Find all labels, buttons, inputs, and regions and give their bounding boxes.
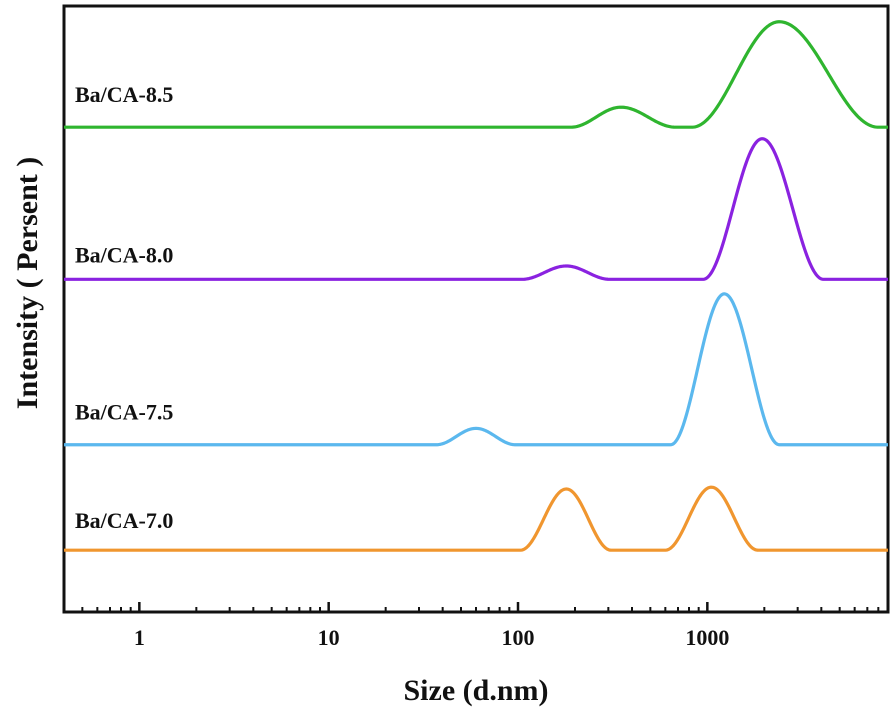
x-tick-label: 1 bbox=[134, 625, 145, 650]
series-line-ba-ca-7-0 bbox=[63, 485, 889, 552]
series-label: Ba/CA-7.5 bbox=[75, 400, 173, 425]
series-line-ba-ca-8-5 bbox=[63, 20, 889, 129]
y-axis-title: Intensity ( Persent ) bbox=[11, 157, 44, 409]
plot-frame bbox=[62, 4, 890, 614]
series-line-ba-ca-8-0 bbox=[63, 137, 889, 281]
x-axis-title: Size (d.nm) bbox=[404, 674, 549, 707]
series-labels: Ba/CA-8.5 Ba/CA-8.0 Ba/CA-7.5 Ba/CA-7.0 bbox=[75, 82, 173, 533]
x-axis-ticks: 1 10 100 1000 bbox=[81, 602, 880, 650]
x-tick-label: 100 bbox=[502, 625, 535, 650]
x-tick-label: 1000 bbox=[685, 625, 729, 650]
series-label: Ba/CA-8.0 bbox=[75, 242, 173, 267]
series-label: Ba/CA-8.5 bbox=[75, 82, 173, 107]
x-tick-label: 10 bbox=[318, 625, 340, 650]
series-line-ba-ca-7-5 bbox=[63, 292, 889, 447]
series-layer bbox=[63, 20, 889, 552]
series-label: Ba/CA-7.0 bbox=[75, 508, 173, 533]
